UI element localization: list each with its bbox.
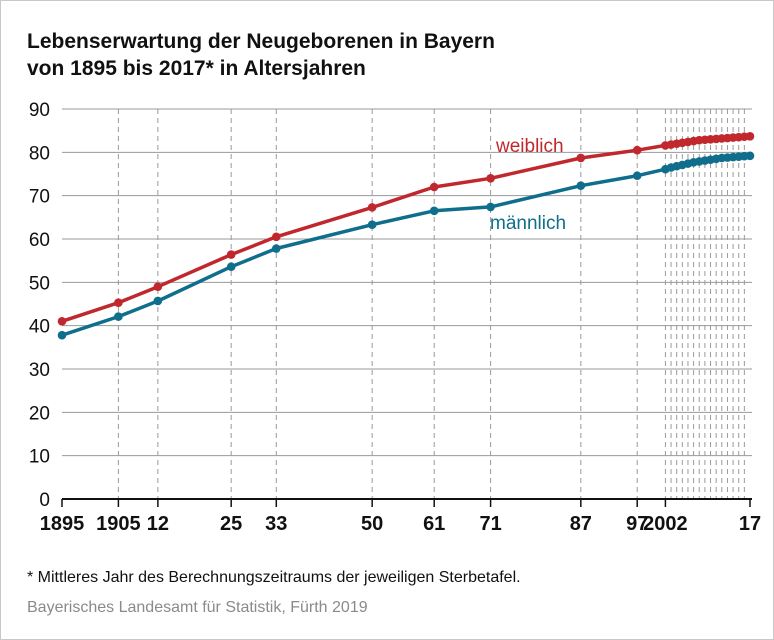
data-point-maennlich (57, 330, 67, 340)
data-point-weiblich (486, 174, 495, 183)
y-tick-label: 10 (29, 447, 50, 468)
data-point-maennlich (745, 151, 755, 161)
data-point-maennlich (153, 296, 163, 306)
y-tick-label: 50 (29, 273, 50, 294)
x-tick-label: 97 (626, 513, 648, 535)
y-tick-label: 90 (29, 100, 50, 121)
y-tick-label: 70 (29, 187, 50, 208)
data-point-maennlich (632, 171, 642, 181)
x-tick-label: 12 (147, 513, 169, 535)
data-point-weiblich (57, 317, 67, 326)
y-tick-label: 60 (29, 230, 50, 251)
y-tick-label: 0 (39, 490, 50, 511)
data-point-weiblich (114, 298, 123, 308)
x-tick-label: 87 (570, 513, 592, 535)
dashed-guide-layer (117, 109, 745, 499)
data-point-weiblich (367, 203, 377, 212)
x-tick-label: 1905 (96, 513, 141, 535)
chart-title: Lebenserwartung der Neugeborenen in Baye… (27, 28, 495, 82)
title-line-2: von 1895 bis 2017* in Altersjahren (27, 57, 366, 80)
data-point-maennlich (114, 312, 123, 321)
x-tick-label: 2002 (643, 513, 688, 535)
x-tick-label: 50 (361, 513, 383, 535)
data-point-weiblich (153, 282, 163, 291)
x-tick-label: 1895 (40, 513, 85, 535)
series-label-maennlich: männlich (490, 213, 566, 234)
y-tick-label: 20 (29, 403, 50, 424)
data-point-weiblich (226, 250, 236, 259)
data-point-maennlich (486, 202, 495, 212)
series-layer (57, 132, 755, 340)
series-label-weiblich: weiblich (495, 136, 564, 157)
data-point-weiblich (271, 232, 281, 242)
source-note: Bayerisches Landesamt für Statistik, Für… (27, 599, 368, 616)
x-tick-label: 17 (739, 513, 761, 535)
data-point-maennlich (271, 244, 281, 253)
y-axis: 0 10 20 30 40 50 60 70 80 90 (29, 100, 50, 511)
x-tick-label: 61 (423, 513, 445, 535)
data-point-weiblich (745, 132, 755, 141)
data-point-weiblich (632, 145, 642, 155)
data-point-weiblich (576, 153, 586, 163)
y-tick-label: 30 (29, 360, 50, 381)
x-tick-label: 71 (479, 513, 501, 535)
x-tick-label: 25 (220, 513, 242, 535)
data-point-maennlich (576, 181, 586, 190)
y-tick-label: 40 (29, 317, 50, 338)
footnote: * Mittleres Jahr des Berechnungszeitraum… (27, 569, 521, 586)
y-tick-label: 80 (29, 143, 50, 164)
data-point-maennlich (367, 220, 377, 229)
title-line-1: Lebenserwartung der Neugeborenen in Baye… (27, 30, 495, 53)
x-tick-label: 33 (265, 513, 287, 535)
data-point-maennlich (226, 262, 236, 272)
data-point-maennlich (429, 206, 439, 216)
data-point-weiblich (429, 182, 439, 192)
series-line-weiblich (60, 134, 752, 324)
series-line-maennlich (60, 154, 752, 337)
